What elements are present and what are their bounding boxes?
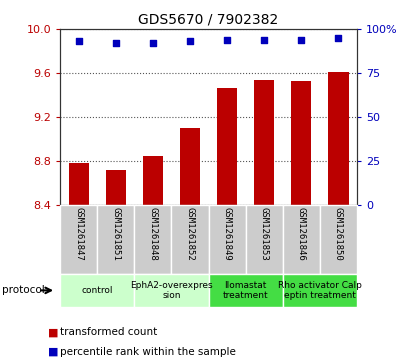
Text: transformed count: transformed count (60, 327, 157, 337)
Point (224, 37, 230, 42)
Text: GSM1261849: GSM1261849 (222, 207, 232, 261)
Bar (60, 205, 97, 274)
Bar (97, 205, 134, 274)
Text: control: control (81, 286, 113, 295)
Bar (217, 89, 237, 205)
Text: EphA2-overexpres
sion: EphA2-overexpres sion (130, 281, 213, 300)
Text: GSM1261847: GSM1261847 (74, 207, 83, 261)
Point (149, 40, 156, 46)
Text: ■: ■ (48, 347, 58, 357)
Bar (134, 205, 171, 274)
Bar (246, 205, 283, 274)
Text: percentile rank within the sample: percentile rank within the sample (60, 347, 236, 357)
Text: Rho activator Calp
eptin treatment: Rho activator Calp eptin treatment (278, 281, 362, 300)
Bar (134, 274, 209, 307)
Bar (328, 72, 349, 205)
Bar (60, 274, 134, 307)
Bar (291, 81, 312, 205)
Bar (180, 128, 200, 205)
Point (298, 37, 305, 42)
Title: GDS5670 / 7902382: GDS5670 / 7902382 (139, 12, 278, 26)
Text: protocol: protocol (2, 285, 45, 295)
Point (335, 35, 342, 41)
Bar (68, 163, 89, 205)
Text: GSM1261852: GSM1261852 (186, 207, 195, 261)
Text: GSM1261848: GSM1261848 (149, 207, 157, 261)
Text: Ilomastat
treatment: Ilomastat treatment (223, 281, 269, 300)
Bar (283, 205, 320, 274)
Bar (283, 274, 357, 307)
Text: GSM1261846: GSM1261846 (297, 207, 306, 261)
Point (261, 37, 268, 42)
Text: GSM1261853: GSM1261853 (260, 207, 269, 261)
Bar (209, 274, 283, 307)
Bar (105, 170, 126, 205)
Point (76, 38, 82, 44)
Bar (320, 205, 357, 274)
Bar (254, 79, 274, 205)
Bar (209, 205, 246, 274)
Text: GSM1261851: GSM1261851 (111, 207, 120, 261)
Point (187, 38, 193, 44)
Point (112, 40, 119, 46)
Text: ■: ■ (48, 327, 58, 337)
Bar (171, 205, 209, 274)
Bar (143, 156, 163, 205)
Text: GSM1261850: GSM1261850 (334, 207, 343, 261)
